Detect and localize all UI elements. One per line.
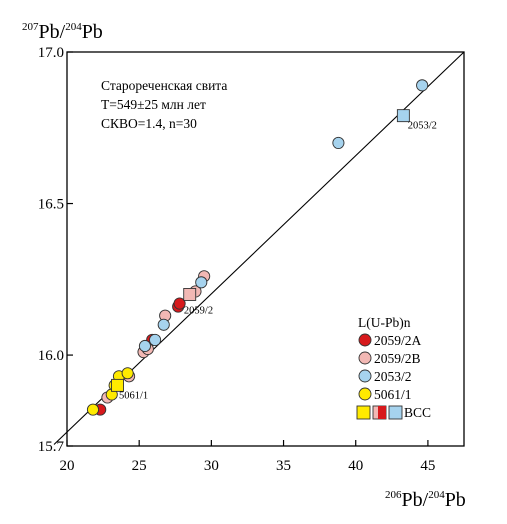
x-tick-label: 25 (132, 458, 147, 474)
annotation-formation: Старореченская свита (101, 78, 227, 93)
point-labels: 2053/2 2059/2 5061/1 (119, 121, 437, 402)
data-point-2053-2 (138, 339, 152, 353)
data-points (86, 79, 429, 416)
y-tick-label: 15.7 (38, 439, 65, 455)
data-point-5061-1 (121, 367, 134, 380)
data-point-2053-2 (332, 136, 345, 149)
x-tick-label: 20 (60, 458, 75, 474)
annotation-block: Старореченская свита T=549±25 млн лет СК… (101, 78, 227, 131)
y-title-base-pb: Pb/ (39, 21, 66, 43)
y-axis-title: 207Pb/204Pb (22, 21, 103, 43)
legend-marker (358, 387, 372, 401)
x-axis-title: 206Pb/204Pb (385, 489, 466, 511)
annotation-age: T=549±25 млн лет (101, 97, 206, 112)
point-label: 2059/2 (184, 306, 213, 317)
plot-frame (66, 51, 465, 447)
data-point-5061-1 (86, 403, 100, 416)
legend-label: 2053/2 (374, 369, 412, 384)
x-title-sup-204: 204 (428, 489, 445, 501)
legend-bcc-square-yellow (356, 405, 371, 420)
data-point-2053-2 (416, 79, 429, 92)
y-tick-label: 17.0 (38, 45, 64, 61)
data-point-2053-2 (149, 333, 162, 346)
x-tick-label: 30 (204, 458, 219, 474)
y-title-sup-204: 204 (65, 21, 82, 33)
legend-marker (358, 333, 372, 347)
legend-marker (358, 351, 372, 365)
data-point-2059-2a (173, 297, 186, 310)
legend-bcc-square-blue (388, 405, 403, 420)
x-title-base-pb2: Pb (445, 489, 466, 511)
y-title-sup-207: 207 (22, 21, 39, 33)
y-title-base-pb2: Pb (82, 21, 103, 43)
legend-bcc: BCC (356, 405, 431, 420)
legend-label: 2059/2A (374, 333, 422, 348)
legend-items: 2059/2A 2059/2B 2053/2 5061/1 (358, 333, 422, 402)
data-point-bcc (396, 109, 410, 123)
annotation-mswd: СКВО=1.4, n=30 (101, 116, 197, 131)
legend-bcc-label: BCC (404, 405, 431, 420)
axis-ticks: 20 25 30 35 40 45 15.7 16.0 16.5 17.0 (38, 45, 436, 474)
legend: L(U-Pb)n 2059/2A 2059/2B 2053/2 5061/1 BCC (356, 315, 431, 420)
x-tick-label: 40 (348, 458, 363, 474)
x-tick-label: 35 (276, 458, 291, 474)
data-point-bcc (111, 378, 124, 392)
x-title-sup-206: 206 (385, 489, 402, 501)
y-tick-label: 16.0 (38, 348, 64, 364)
data-point-bcc (183, 288, 197, 301)
legend-bcc-square-red-fill (378, 406, 386, 419)
legend-label: 2059/2B (374, 351, 421, 366)
x-tick-label: 45 (420, 458, 435, 474)
y-tick-label: 16.5 (38, 197, 64, 213)
x-title-base-pb: Pb/ (402, 489, 429, 511)
legend-marker (358, 369, 372, 383)
legend-label: 5061/1 (374, 387, 412, 402)
point-label: 5061/1 (119, 390, 148, 401)
data-point-2053-2 (195, 276, 208, 289)
legend-title: L(U-Pb)n (358, 315, 411, 330)
data-point-2053-2 (157, 318, 170, 331)
point-label: 2053/2 (408, 121, 437, 132)
